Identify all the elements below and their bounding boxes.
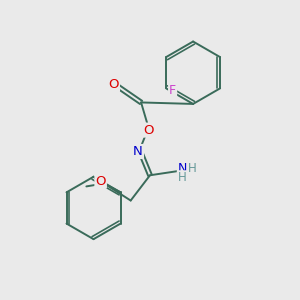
Text: H: H bbox=[178, 171, 187, 184]
Text: N: N bbox=[177, 162, 187, 175]
Text: O: O bbox=[109, 78, 119, 91]
Text: F: F bbox=[169, 84, 176, 97]
Text: H: H bbox=[188, 162, 197, 175]
Text: O: O bbox=[95, 175, 106, 188]
Text: N: N bbox=[133, 145, 143, 158]
Text: O: O bbox=[143, 124, 154, 136]
